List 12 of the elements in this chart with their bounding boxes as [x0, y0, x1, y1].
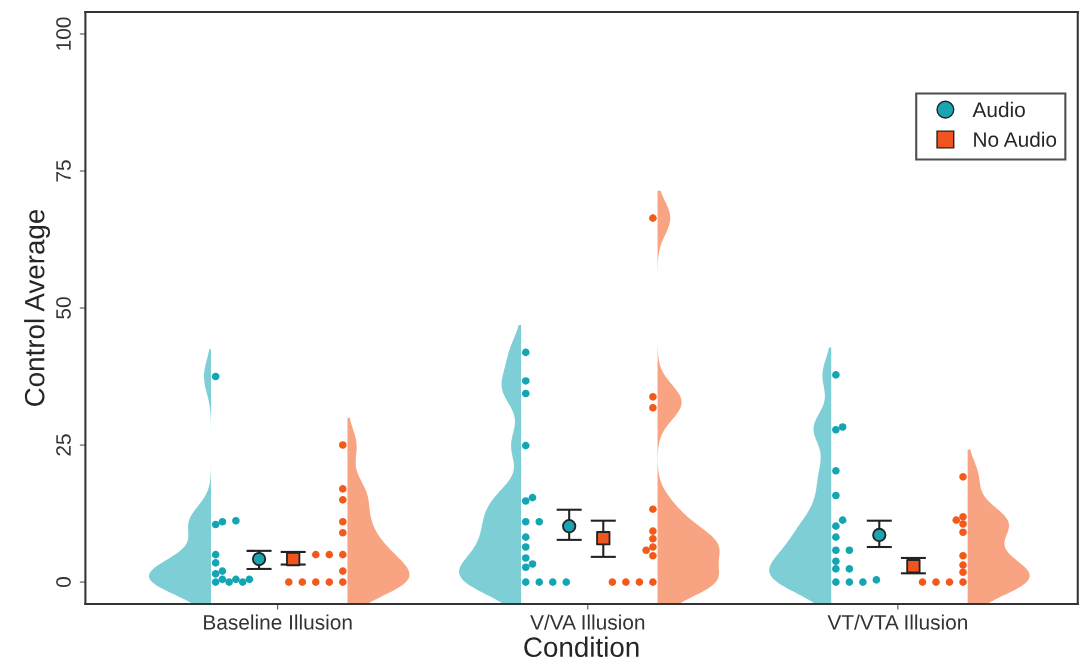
y-axis-title: Control Average [24, 209, 51, 406]
y-tick-label: 25 [56, 434, 71, 456]
x-axis-title: Condition [524, 636, 639, 658]
y-tick-label: 0 [56, 577, 71, 588]
x-tick-label: Baseline Illusion [204, 614, 352, 630]
legend-label: Audio [972, 101, 1025, 118]
x-tick-label: VT/VTA Illusion [827, 614, 967, 630]
y-tick-label: 50 [56, 297, 71, 319]
x-tick-label: V/VA Illusion [530, 614, 645, 630]
y-tick-label: 100 [56, 17, 71, 50]
y-tick-label: 75 [56, 160, 71, 182]
legend-label: No Audio [974, 131, 1057, 147]
